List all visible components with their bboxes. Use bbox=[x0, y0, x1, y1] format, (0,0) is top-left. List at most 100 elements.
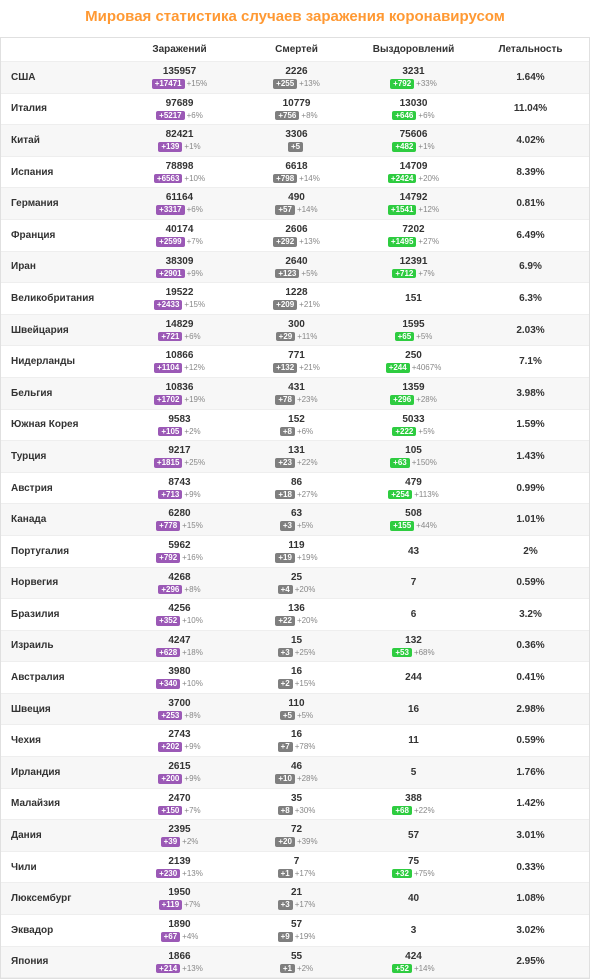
lethality-cell: 1.59% bbox=[472, 419, 589, 430]
country-name: Южная Корея bbox=[1, 419, 121, 430]
stat-cell: 2395+39+2% bbox=[121, 824, 238, 847]
table-row: Люксембург1950+119+7%21+3+17%401.08% bbox=[1, 883, 589, 915]
stat-cell: 72+20+39% bbox=[238, 824, 355, 847]
country-name: Бельгия bbox=[1, 388, 121, 399]
stat-cell: 16+7+78% bbox=[238, 729, 355, 752]
stat-cell: 9217+1815+25% bbox=[121, 445, 238, 468]
header-lethality: Летальность bbox=[472, 44, 589, 55]
country-name: Великобритания bbox=[1, 293, 121, 304]
country-name: Эквадор bbox=[1, 925, 121, 936]
stat-cell: 55+1+2% bbox=[238, 951, 355, 974]
stat-cell: 2615+200+9% bbox=[121, 761, 238, 784]
country-name: Германия bbox=[1, 198, 121, 209]
stat-cell: 75+32+75% bbox=[355, 856, 472, 879]
stat-cell: 16+2+15% bbox=[238, 666, 355, 689]
stat-cell: 61164+3317+6% bbox=[121, 192, 238, 215]
table-row: Эквадор1890+67+4%57+9+19%33.02% bbox=[1, 915, 589, 947]
stat-cell: 1890+67+4% bbox=[121, 919, 238, 942]
stat-cell: 424+52+14% bbox=[355, 951, 472, 974]
table-row: Испания78898+6563+10%6618+798+14%14709+2… bbox=[1, 157, 589, 189]
lethality-cell: 1.42% bbox=[472, 798, 589, 809]
lethality-cell: 2.95% bbox=[472, 956, 589, 967]
stat-cell: 15+3+25% bbox=[238, 635, 355, 658]
table-row: Нидерланды10866+1104+12%771+132+21%250+2… bbox=[1, 346, 589, 378]
country-name: Испания bbox=[1, 167, 121, 178]
table-header: Заражений Смертей Выздоровлений Летально… bbox=[1, 38, 589, 62]
stat-cell: 136+22+20% bbox=[238, 603, 355, 626]
country-name: Турция bbox=[1, 451, 121, 462]
stat-cell: 1359+296+28% bbox=[355, 382, 472, 405]
country-name: Нидерланды bbox=[1, 356, 121, 367]
stat-cell: 82421+139+1% bbox=[121, 129, 238, 152]
stat-cell: 6280+778+15% bbox=[121, 508, 238, 531]
country-name: Франция bbox=[1, 230, 121, 241]
stat-cell: 4256+352+10% bbox=[121, 603, 238, 626]
stat-cell: 4247+628+18% bbox=[121, 635, 238, 658]
stat-cell: 10779+756+8% bbox=[238, 98, 355, 121]
stat-cell: 78898+6563+10% bbox=[121, 161, 238, 184]
stat-cell: 5962+792+16% bbox=[121, 540, 238, 563]
table-row: Чехия2743+202+9%16+7+78%110.59% bbox=[1, 725, 589, 757]
stat-cell: 3306+5 bbox=[238, 129, 355, 152]
table-row: Италия97689+5217+6%10779+756+8%13030+646… bbox=[1, 94, 589, 126]
stat-cell: 300+29+11% bbox=[238, 319, 355, 342]
country-name: Дания bbox=[1, 830, 121, 841]
stat-cell: 508+155+44% bbox=[355, 508, 472, 531]
table-row: Бельгия10836+1702+19%431+78+23%1359+296+… bbox=[1, 378, 589, 410]
country-name: Япония bbox=[1, 956, 121, 967]
stat-cell: 3980+340+10% bbox=[121, 666, 238, 689]
lethality-cell: 0.99% bbox=[472, 483, 589, 494]
stat-cell: 4268+296+8% bbox=[121, 572, 238, 595]
country-name: Бразилия bbox=[1, 609, 121, 620]
table-row: Дания2395+39+2%72+20+39%573.01% bbox=[1, 820, 589, 852]
lethality-cell: 3.2% bbox=[472, 609, 589, 620]
stat-cell: 479+254+113% bbox=[355, 477, 472, 500]
lethality-cell: 0.59% bbox=[472, 577, 589, 588]
stat-cell: 43 bbox=[355, 546, 472, 557]
stat-cell: 86+18+27% bbox=[238, 477, 355, 500]
lethality-cell: 3.98% bbox=[472, 388, 589, 399]
lethality-cell: 0.81% bbox=[472, 198, 589, 209]
country-name: Чили bbox=[1, 862, 121, 873]
stat-cell: 1866+214+13% bbox=[121, 951, 238, 974]
table-row: Австрия8743+713+9%86+18+27%479+254+113%0… bbox=[1, 473, 589, 505]
lethality-cell: 11.04% bbox=[472, 103, 589, 114]
country-name: Иран bbox=[1, 261, 121, 272]
table-row: Южная Корея9583+105+2%152+8+6%5033+222+5… bbox=[1, 410, 589, 442]
stat-cell: 63+3+5% bbox=[238, 508, 355, 531]
stats-table: Заражений Смертей Выздоровлений Летально… bbox=[0, 37, 590, 979]
stat-cell: 3 bbox=[355, 925, 472, 936]
country-name: Чехия bbox=[1, 735, 121, 746]
stat-cell: 14829+721+6% bbox=[121, 319, 238, 342]
stat-cell: 14792+1541+12% bbox=[355, 192, 472, 215]
stat-cell: 2743+202+9% bbox=[121, 729, 238, 752]
lethality-cell: 2.03% bbox=[472, 325, 589, 336]
stat-cell: 250+244+4067% bbox=[355, 350, 472, 373]
table-row: Китай82421+139+1%3306+575606+482+1%4.02% bbox=[1, 125, 589, 157]
table-row: Чили2139+230+13%7+1+17%75+32+75%0.33% bbox=[1, 852, 589, 884]
stat-cell: 771+132+21% bbox=[238, 350, 355, 373]
lethality-cell: 1.01% bbox=[472, 514, 589, 525]
stat-cell: 110+5+5% bbox=[238, 698, 355, 721]
stat-cell: 9583+105+2% bbox=[121, 414, 238, 437]
stat-cell: 6 bbox=[355, 609, 472, 620]
table-row: Турция9217+1815+25%131+23+22%105+63+150%… bbox=[1, 441, 589, 473]
stat-cell: 75606+482+1% bbox=[355, 129, 472, 152]
table-row: Малайзия2470+150+7%35+8+30%388+68+22%1.4… bbox=[1, 789, 589, 821]
stat-cell: 2470+150+7% bbox=[121, 793, 238, 816]
stat-cell: 119+19+19% bbox=[238, 540, 355, 563]
stat-cell: 25+4+20% bbox=[238, 572, 355, 595]
stat-cell: 6618+798+14% bbox=[238, 161, 355, 184]
lethality-cell: 4.02% bbox=[472, 135, 589, 146]
stat-cell: 19522+2433+15% bbox=[121, 287, 238, 310]
lethality-cell: 0.41% bbox=[472, 672, 589, 683]
stat-cell: 57+9+19% bbox=[238, 919, 355, 942]
stat-cell: 97689+5217+6% bbox=[121, 98, 238, 121]
stat-cell: 40 bbox=[355, 893, 472, 904]
table-row: Швеция3700+253+8%110+5+5%162.98% bbox=[1, 694, 589, 726]
country-name: Китай bbox=[1, 135, 121, 146]
table-row: Бразилия4256+352+10%136+22+20%63.2% bbox=[1, 599, 589, 631]
lethality-cell: 1.08% bbox=[472, 893, 589, 904]
stat-cell: 57 bbox=[355, 830, 472, 841]
table-row: Канада6280+778+15%63+3+5%508+155+44%1.01… bbox=[1, 504, 589, 536]
